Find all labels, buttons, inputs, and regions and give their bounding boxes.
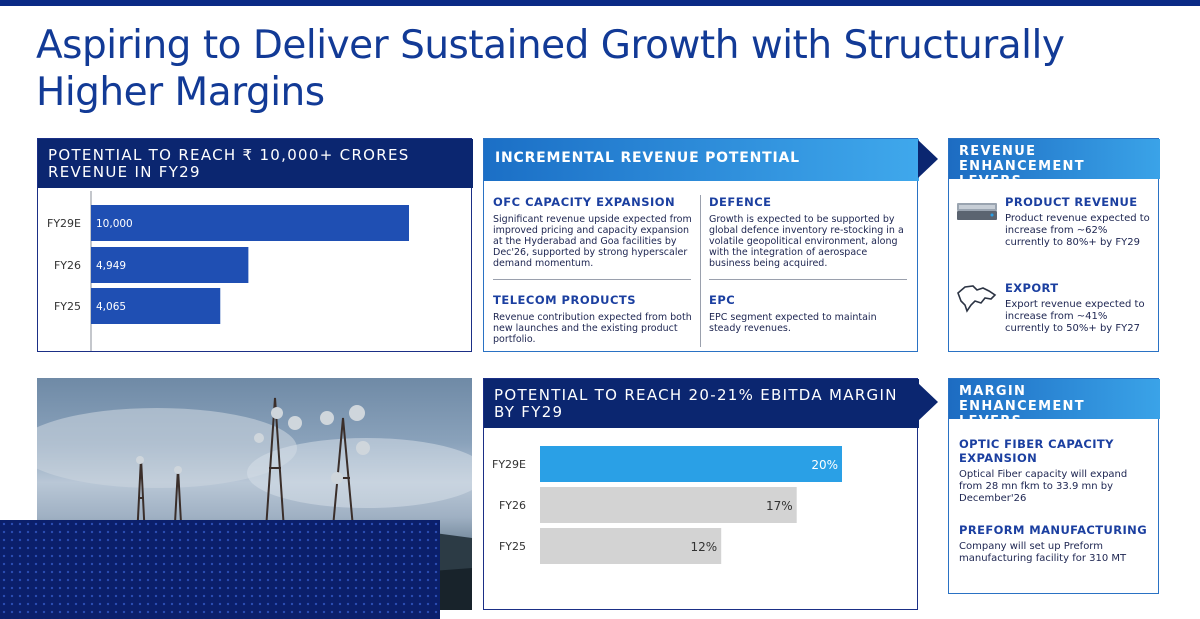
item-title: DEFENCE [709,195,772,209]
ebitda-bar-chart: FY29E 20% FY26 17% FY25 12% [492,446,842,564]
data-label: 17% [766,499,793,513]
bar [91,247,249,283]
incremental-revenue-panel: INCREMENTAL REVENUE POTENTIAL OFC CAPACI… [483,138,919,352]
bar [540,446,842,482]
revenue-chart-panel: POTENTIAL TO REACH ₹ 10,000+ CRORES REVE… [37,138,473,352]
item-text: Growth is expected to be supported by gl… [709,214,904,269]
data-label: 10,000 [96,218,133,230]
item-title: TELECOM PRODUCTS [493,293,637,307]
revenue-levers-panel: REVENUE ENHANCEMENT LEVERS PRODUCT REVEN… [948,138,1160,352]
telecom-products-item: TELECOM PRODUCTS Revenue contribution ex… [493,293,693,345]
tick-label: FY26 [499,499,526,512]
item-title: OPTIC FIBER CAPACITY EXPANSION [959,437,1114,465]
epc-item: EPC EPC segment expected to maintain ste… [709,293,909,334]
optic-fiber-item: OPTIC FIBER CAPACITY EXPANSION Optical F… [959,437,1149,505]
item-text: Product revenue expected to increase fro… [1005,213,1150,248]
bar [91,288,221,324]
divider [709,279,907,280]
tick-label: FY29E [47,217,81,230]
ebitda-panel-heading: POTENTIAL TO REACH 20-21% EBITDA MARGIN … [484,379,919,428]
tick-label: FY29E [492,458,526,471]
revenue-panel-heading: POTENTIAL TO REACH ₹ 10,000+ CRORES REVE… [38,139,473,188]
revenue-levers-heading: REVENUE ENHANCEMENT LEVERS [949,139,1160,189]
item-text: Revenue contribution expected from both … [493,312,692,345]
item-text: Export revenue expected to increase from… [1005,299,1145,334]
margin-levers-panel: MARGIN ENHANCEMENT LEVERS OPTIC FIBER CA… [948,378,1160,594]
data-label: 4,949 [96,260,126,272]
ofc-capacity-item: OFC CAPACITY EXPANSION Significant reven… [493,195,693,269]
data-label: 12% [691,540,718,554]
world-map-icon [957,285,997,313]
item-title: EPC [709,293,736,307]
arrow-icon [918,140,938,178]
revenue-bar-chart: FY29E 10,000 FY26 4,949 FY25 4,065 [47,191,409,351]
item-title: PREFORM MANUFACTURING [959,523,1148,537]
item-text: EPC segment expected to maintain steady … [709,312,877,334]
preform-item: PREFORM MANUFACTURING Company will set u… [959,523,1149,565]
bar [540,487,797,523]
server-icon [957,203,997,220]
product-revenue-item: PRODUCT REVENUE Product revenue expected… [1005,195,1155,249]
tick-label: FY25 [54,300,81,313]
divider [700,195,701,347]
incremental-panel-heading: INCREMENTAL REVENUE POTENTIAL [484,139,919,181]
ebitda-chart-panel: POTENTIAL TO REACH 20-21% EBITDA MARGIN … [483,378,919,610]
divider [493,279,691,280]
bar [540,528,722,564]
page-title: Aspiring to Deliver Sustained Growth wit… [36,23,1065,115]
item-text: Company will set up Preform manufacturin… [959,541,1127,564]
item-title: OFC CAPACITY EXPANSION [493,195,676,209]
tick-label: FY26 [54,259,81,272]
margin-levers-heading: MARGIN ENHANCEMENT LEVERS [949,379,1160,429]
arrow-icon [918,383,938,421]
item-title: PRODUCT REVENUE [1005,195,1138,209]
item-text: Significant revenue upside expected from… [493,214,692,269]
data-label: 20% [811,458,838,472]
data-label: 4,065 [96,301,126,313]
tick-label: FY25 [499,540,526,553]
decorative-dot-pattern [0,520,440,619]
item-text: Optical Fiber capacity will expand from … [959,469,1128,504]
item-title: EXPORT [1005,281,1059,295]
top-accent-bar [0,0,1200,6]
bar [91,205,409,241]
defence-item: DEFENCE Growth is expected to be support… [709,195,909,269]
export-item: EXPORT Export revenue expected to increa… [1005,281,1155,335]
